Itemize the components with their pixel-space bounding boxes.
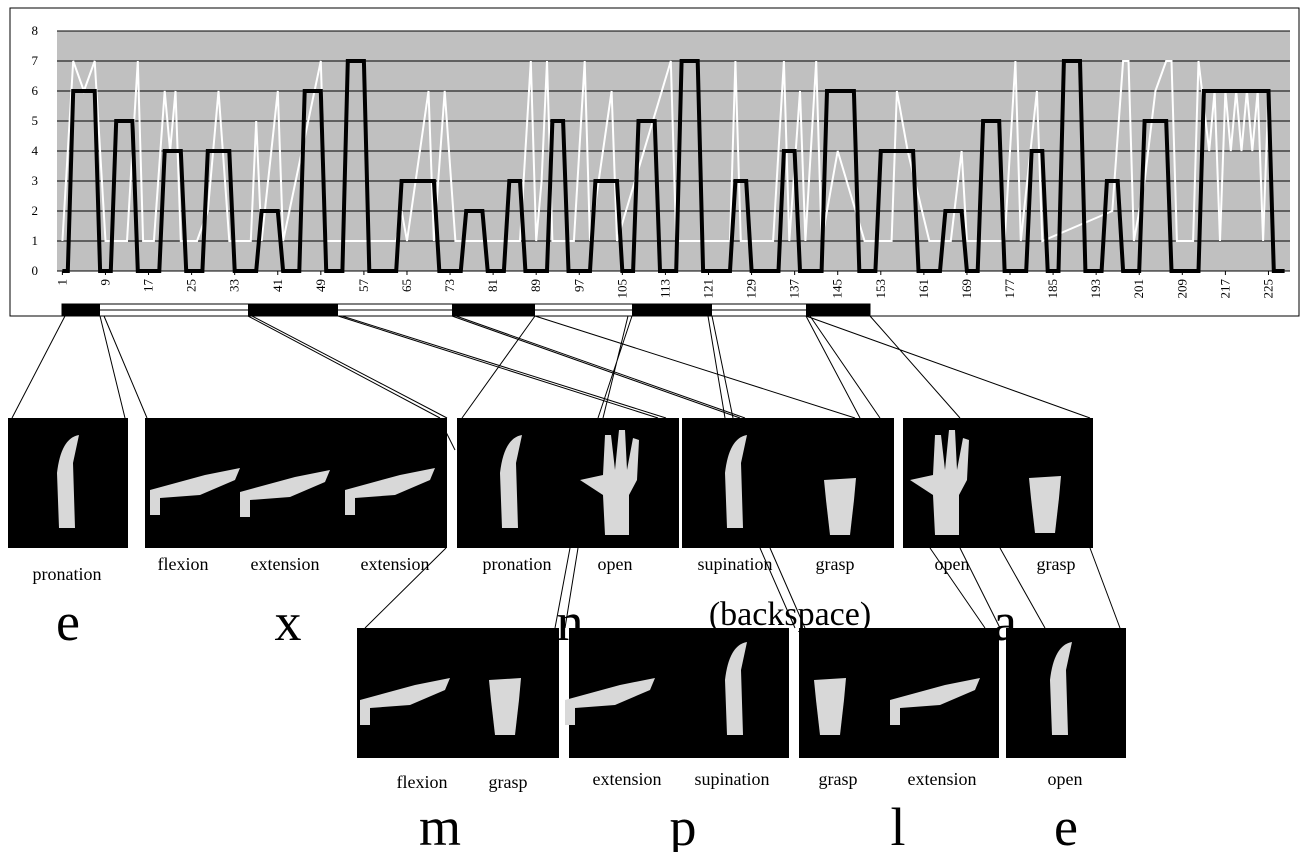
x-tick-label: 161 (916, 279, 931, 299)
x-tick-label: 137 (787, 279, 802, 299)
gesture-label: grasp (816, 554, 855, 574)
x-tick-label: 113 (657, 279, 672, 298)
hand-images (8, 418, 1126, 758)
gesture-label: grasp (819, 769, 858, 789)
gesture-label: open (1048, 769, 1083, 789)
letter: (backspace) (709, 596, 871, 633)
letter: x (275, 592, 302, 652)
x-tick-label: 153 (873, 279, 888, 299)
gesture-label: extension (361, 554, 430, 574)
gesture-label: grasp (1037, 554, 1076, 574)
gesture-label: open (935, 554, 970, 574)
figure: 0123456781917253341495765738189971051131… (0, 0, 1304, 852)
x-tick-label: 65 (399, 279, 414, 292)
y-tick-label: 1 (32, 233, 39, 248)
y-tick-label: 6 (32, 83, 39, 98)
page: {"chart_data": {"type": "line", "xlim": … (0, 0, 1304, 852)
x-tick-label: 169 (959, 279, 974, 299)
x-tick-label: 105 (614, 279, 629, 299)
x-tick-label: 9 (97, 279, 112, 286)
letter: l (890, 797, 905, 852)
letter: e (1054, 797, 1078, 852)
x-tick-label: 201 (1131, 279, 1146, 299)
letter: m (419, 797, 461, 852)
letter: e (56, 592, 80, 652)
gesture-label: flexion (397, 772, 448, 792)
x-tick-label: 145 (830, 279, 845, 299)
gesture-label: open (598, 554, 633, 574)
y-tick-label: 8 (32, 23, 39, 38)
x-tick-label: 185 (1045, 279, 1060, 299)
x-tick-label: 73 (442, 279, 457, 292)
y-tick-label: 7 (32, 53, 39, 68)
gesture-label: extension (251, 554, 320, 574)
y-tick-label: 5 (32, 113, 39, 128)
x-tick-label: 177 (1002, 279, 1017, 299)
x-tick-label: 57 (356, 279, 371, 293)
gesture-label: extension (908, 769, 977, 789)
x-tick-label: 25 (184, 279, 199, 292)
gesture-label: extension (593, 769, 662, 789)
x-tick-label: 129 (744, 279, 759, 299)
x-tick-label: 17 (141, 279, 156, 293)
x-tick-label: 97 (571, 279, 586, 293)
y-tick-label: 2 (32, 203, 39, 218)
x-tick-label: 209 (1174, 279, 1189, 299)
gesture-label: pronation (33, 564, 102, 584)
letter: n (557, 592, 584, 652)
letter: a (993, 592, 1017, 652)
x-tick-label: 33 (227, 279, 242, 292)
gesture-label: grasp (489, 772, 528, 792)
gesture-label: flexion (158, 554, 209, 574)
gesture-label: pronation (483, 554, 552, 574)
x-tick-label: 49 (313, 279, 328, 292)
x-tick-label: 41 (270, 279, 285, 292)
x-tick-label: 121 (700, 279, 715, 299)
gesture-label: supination (695, 769, 770, 789)
x-tick-label: 217 (1217, 279, 1232, 299)
x-tick-label: 225 (1260, 279, 1275, 299)
y-tick-label: 3 (32, 173, 39, 188)
x-tick-label: 89 (528, 279, 543, 292)
x-tick-label: 193 (1088, 279, 1103, 299)
sequence-bar (62, 304, 870, 316)
gesture-label: supination (698, 554, 773, 574)
y-tick-label: 4 (32, 143, 39, 158)
letter: p (670, 797, 697, 852)
x-tick-label: 81 (485, 279, 500, 292)
x-tick-label: 1 (54, 279, 69, 286)
y-tick-label: 0 (32, 263, 39, 278)
